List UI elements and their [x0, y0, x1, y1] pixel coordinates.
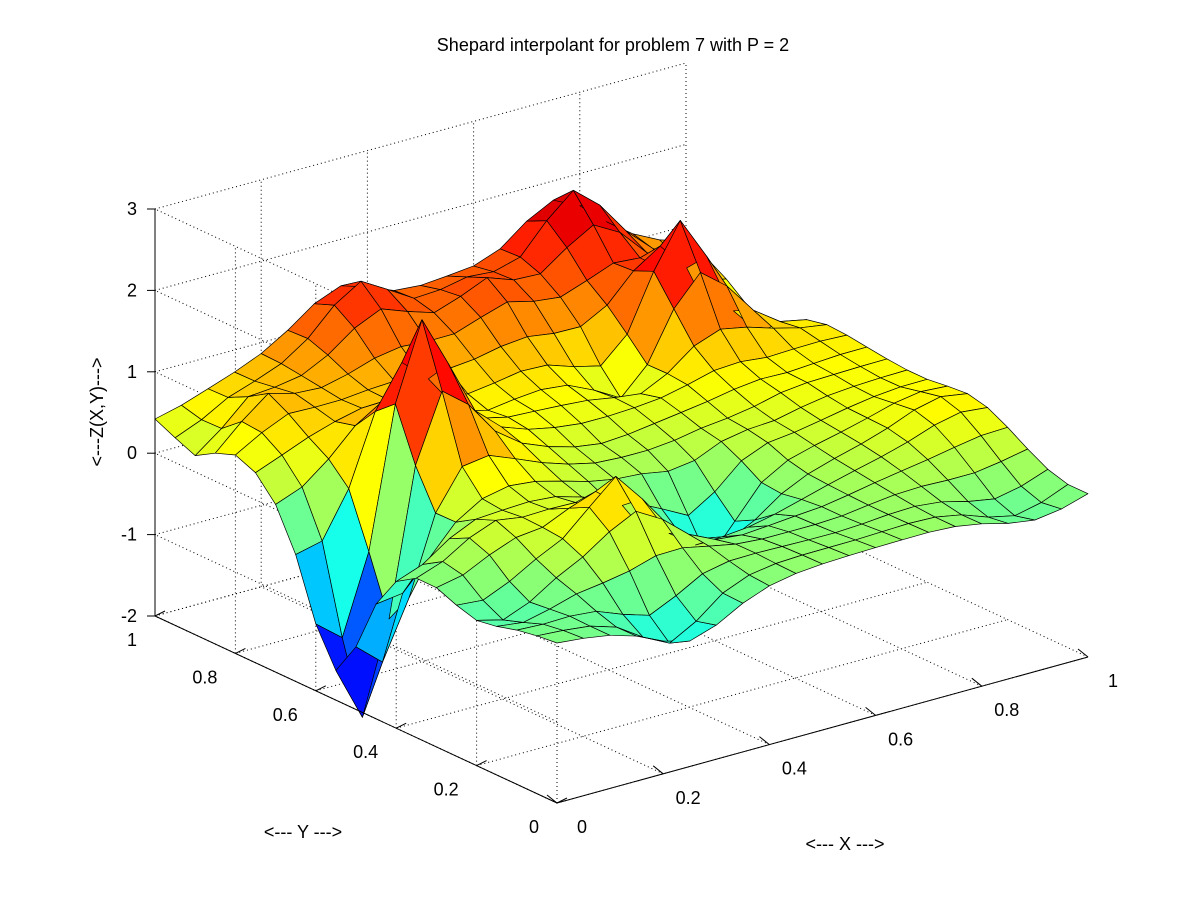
y-axis-line: [154, 615, 558, 804]
z-tick-label: 3: [127, 199, 137, 219]
z-axis-label: <---Z(X,Y)--->: [87, 358, 107, 467]
y-tick-mark: [556, 797, 568, 804]
y-tick-label: 0: [529, 817, 539, 837]
back-wall-gridline: [154, 62, 687, 210]
x-tick-mark: [546, 794, 558, 804]
z-tick-label: 2: [127, 280, 137, 300]
z-tick-label: 1: [127, 362, 137, 382]
y-tick-mark: [395, 722, 407, 729]
y-tick-label: 0.2: [434, 780, 459, 800]
x-tick-mark: [652, 765, 664, 775]
y-tick-mark: [476, 760, 487, 767]
surface-cell: [1041, 484, 1089, 510]
y-tick-label: 0.6: [273, 705, 298, 725]
x-axis-line: [556, 656, 1089, 804]
x-tick-label: 1: [1108, 671, 1118, 691]
y-tick-mark: [154, 610, 166, 617]
x-tick-mark: [759, 736, 770, 745]
x-tick-label: 0.2: [676, 788, 701, 808]
x-tick-label: 0.8: [994, 700, 1019, 720]
y-tick-label: 1: [127, 630, 137, 650]
y-axis-label: <--- Y --->: [264, 822, 342, 842]
y-tick-label: 0.4: [353, 742, 378, 762]
chart-title: Shepard interpolant for problem 7 with P…: [437, 35, 789, 55]
x-tick-label: 0.4: [782, 759, 807, 779]
y-tick-label: 0.8: [192, 667, 217, 687]
z-tick-label: -2: [121, 606, 137, 626]
x-tick-mark: [971, 677, 983, 687]
x-tick-mark: [865, 707, 876, 716]
x-axis-label: <--- X --->: [806, 834, 885, 854]
x-tick-mark: [1077, 648, 1089, 658]
surface-mesh: [154, 189, 1089, 718]
y-tick-mark: [315, 685, 327, 692]
x-tick-label: 0: [577, 817, 587, 837]
z-tick-label: 0: [127, 443, 137, 463]
x-tick-label: 0.6: [888, 729, 913, 749]
axes: [147, 208, 1089, 804]
z-tick-label: -1: [121, 525, 137, 545]
y-tick-mark: [235, 647, 246, 654]
tick-labels: 0 0.2 0.4 0.6 0.8 1 0 0.2 0.4 0.6 0.8 1 -2 -1 0 1 2 3: [121, 199, 1118, 837]
